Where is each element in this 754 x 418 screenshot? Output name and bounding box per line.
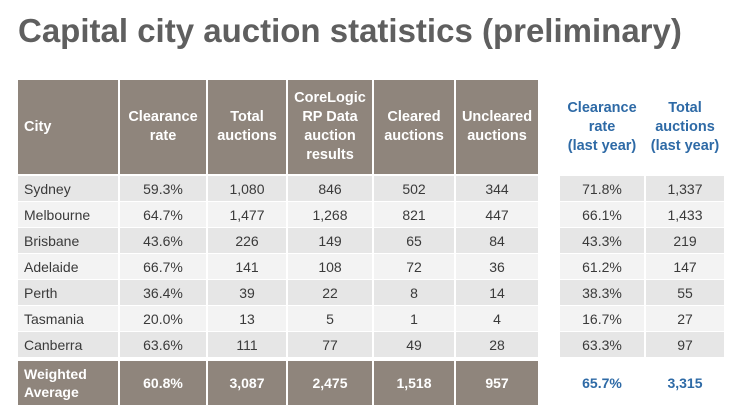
cell-last-year-total-auctions: 27: [646, 306, 724, 332]
last-year-row: 71.8% 1,337: [560, 174, 724, 202]
cell-corelogic-results: 5: [288, 306, 372, 332]
cell-city: Adelaide: [18, 254, 118, 280]
weighted-average-row: Weighted Average 60.8% 3,087 2,475 1,518 …: [18, 358, 538, 406]
cell-cleared: 72: [374, 254, 454, 280]
cell-last-year-total-auctions: 1,433: [646, 202, 724, 228]
table-row: Brisbane 43.6% 226 149 65 84: [18, 228, 538, 254]
cell-city: Tasmania: [18, 306, 118, 332]
header-total-auctions: Total auctions: [208, 80, 286, 174]
cell-last-year-total-auctions: 97: [646, 332, 724, 358]
weighted-average-corelogic-results: 2,475: [288, 358, 372, 406]
last-year-row: 63.3% 97: [560, 332, 724, 358]
cell-cleared: 1: [374, 306, 454, 332]
table-row: Perth 36.4% 39 22 8 14: [18, 280, 538, 306]
last-year-weighted-average-clearance-rate: 65.7%: [560, 358, 644, 406]
header-uncleared-auctions: Uncleared auctions: [456, 80, 538, 174]
header-last-year-total-auctions: Total auctions (last year): [646, 80, 724, 174]
table-row: Adelaide 66.7% 141 108 72 36: [18, 254, 538, 280]
cell-last-year-clearance-rate: 71.8%: [560, 174, 644, 202]
cell-uncleared: 4: [456, 306, 538, 332]
page-title: Capital city auction statistics (prelimi…: [18, 12, 682, 49]
cell-last-year-clearance-rate: 63.3%: [560, 332, 644, 358]
cell-city: Brisbane: [18, 228, 118, 254]
last-year-row: 16.7% 27: [560, 306, 724, 332]
last-year-weighted-average-total-auctions: 3,315: [646, 358, 724, 406]
cell-corelogic-results: 1,268: [288, 202, 372, 228]
cell-city: Sydney: [18, 174, 118, 202]
weighted-average-cleared: 1,518: [374, 358, 454, 406]
last-year-row: 61.2% 147: [560, 254, 724, 280]
cell-corelogic-results: 846: [288, 174, 372, 202]
last-year-row: 66.1% 1,433: [560, 202, 724, 228]
cell-clearance-rate: 66.7%: [120, 254, 206, 280]
cell-uncleared: 36: [456, 254, 538, 280]
cell-city: Melbourne: [18, 202, 118, 228]
header-last-year-clearance-rate: Clearance rate (last year): [560, 80, 644, 174]
table-header-row: City Clearance rate Total auctions CoreLog…: [18, 80, 538, 174]
cell-last-year-total-auctions: 1,337: [646, 174, 724, 202]
last-year-table: Clearance rate (last year) Total auctions (l…: [558, 80, 726, 406]
cell-last-year-clearance-rate: 38.3%: [560, 280, 644, 306]
cell-cleared: 65: [374, 228, 454, 254]
cell-uncleared: 84: [456, 228, 538, 254]
cell-total-auctions: 39: [208, 280, 286, 306]
cell-last-year-total-auctions: 219: [646, 228, 724, 254]
header-clearance-rate: Clearance rate: [120, 80, 206, 174]
cell-last-year-total-auctions: 147: [646, 254, 724, 280]
cell-corelogic-results: 22: [288, 280, 372, 306]
cell-last-year-total-auctions: 55: [646, 280, 724, 306]
cell-last-year-clearance-rate: 16.7%: [560, 306, 644, 332]
header-corelogic-results: CoreLogic RP Data auction results: [288, 80, 372, 174]
cell-corelogic-results: 77: [288, 332, 372, 358]
cell-cleared: 8: [374, 280, 454, 306]
weighted-average-total-auctions: 3,087: [208, 358, 286, 406]
weighted-average-label: Weighted Average: [18, 358, 118, 406]
last-year-table-body: 71.8% 1,337 66.1% 1,433 43.3% 219 61.2% 147 38.3…: [560, 174, 724, 358]
cell-corelogic-results: 149: [288, 228, 372, 254]
cell-clearance-rate: 43.6%: [120, 228, 206, 254]
last-year-weighted-average-row: 65.7% 3,315: [560, 358, 724, 406]
table-body: Sydney 59.3% 1,080 846 502 344 Melbourne 64.7% 1…: [18, 174, 538, 358]
cell-total-auctions: 13: [208, 306, 286, 332]
cell-total-auctions: 1,080: [208, 174, 286, 202]
cell-total-auctions: 141: [208, 254, 286, 280]
table-row: Melbourne 64.7% 1,477 1,268 821 447: [18, 202, 538, 228]
cell-clearance-rate: 64.7%: [120, 202, 206, 228]
header-cleared-auctions: Cleared auctions: [374, 80, 454, 174]
cell-clearance-rate: 36.4%: [120, 280, 206, 306]
table-row: Sydney 59.3% 1,080 846 502 344: [18, 174, 538, 202]
table-row: Canberra 63.6% 111 77 49 28: [18, 332, 538, 358]
auction-statistics-table: City Clearance rate Total auctions CoreLog…: [16, 80, 540, 406]
weighted-average-uncleared: 957: [456, 358, 538, 406]
cell-total-auctions: 1,477: [208, 202, 286, 228]
cell-cleared: 502: [374, 174, 454, 202]
cell-uncleared: 447: [456, 202, 538, 228]
cell-clearance-rate: 59.3%: [120, 174, 206, 202]
cell-uncleared: 28: [456, 332, 538, 358]
last-year-header-row: Clearance rate (last year) Total auctions (l…: [560, 80, 724, 174]
last-year-row: 38.3% 55: [560, 280, 724, 306]
cell-uncleared: 344: [456, 174, 538, 202]
cell-total-auctions: 226: [208, 228, 286, 254]
cell-corelogic-results: 108: [288, 254, 372, 280]
cell-clearance-rate: 63.6%: [120, 332, 206, 358]
header-city: City: [18, 80, 118, 174]
cell-last-year-clearance-rate: 43.3%: [560, 228, 644, 254]
table-row: Tasmania 20.0% 13 5 1 4: [18, 306, 538, 332]
cell-cleared: 821: [374, 202, 454, 228]
last-year-row: 43.3% 219: [560, 228, 724, 254]
cell-last-year-clearance-rate: 66.1%: [560, 202, 644, 228]
cell-last-year-clearance-rate: 61.2%: [560, 254, 644, 280]
weighted-average-clearance-rate: 60.8%: [120, 358, 206, 406]
cell-uncleared: 14: [456, 280, 538, 306]
cell-cleared: 49: [374, 332, 454, 358]
cell-total-auctions: 111: [208, 332, 286, 358]
cell-city: Canberra: [18, 332, 118, 358]
cell-city: Perth: [18, 280, 118, 306]
cell-clearance-rate: 20.0%: [120, 306, 206, 332]
